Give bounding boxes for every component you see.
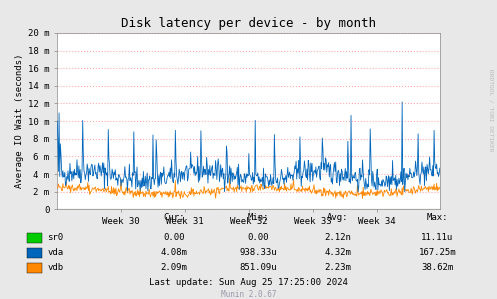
Text: Cur:: Cur: (163, 213, 185, 222)
Text: Min:: Min: (248, 213, 269, 222)
Text: Munin 2.0.67: Munin 2.0.67 (221, 290, 276, 299)
Text: 38.62m: 38.62m (421, 263, 453, 272)
Title: Disk latency per device - by month: Disk latency per device - by month (121, 17, 376, 30)
Text: Max:: Max: (426, 213, 448, 222)
Text: Last update: Sun Aug 25 17:25:00 2024: Last update: Sun Aug 25 17:25:00 2024 (149, 278, 348, 287)
Text: 938.33u: 938.33u (240, 248, 277, 257)
Text: 2.09m: 2.09m (161, 263, 187, 272)
Text: Avg:: Avg: (327, 213, 349, 222)
Text: 0.00: 0.00 (163, 233, 185, 242)
Text: vdb: vdb (47, 263, 63, 272)
Text: 2.12n: 2.12n (325, 233, 351, 242)
Text: 2.23m: 2.23m (325, 263, 351, 272)
Text: 851.09u: 851.09u (240, 263, 277, 272)
Y-axis label: Average IO Wait (seconds): Average IO Wait (seconds) (15, 54, 24, 188)
Text: 11.11u: 11.11u (421, 233, 453, 242)
Text: 4.08m: 4.08m (161, 248, 187, 257)
Text: sr0: sr0 (47, 233, 63, 242)
Text: 167.25m: 167.25m (418, 248, 456, 257)
Text: vda: vda (47, 248, 63, 257)
Text: 0.00: 0.00 (248, 233, 269, 242)
Text: 4.32m: 4.32m (325, 248, 351, 257)
Text: RRDTOOL / TOBI OETIKER: RRDTOOL / TOBI OETIKER (488, 69, 493, 152)
